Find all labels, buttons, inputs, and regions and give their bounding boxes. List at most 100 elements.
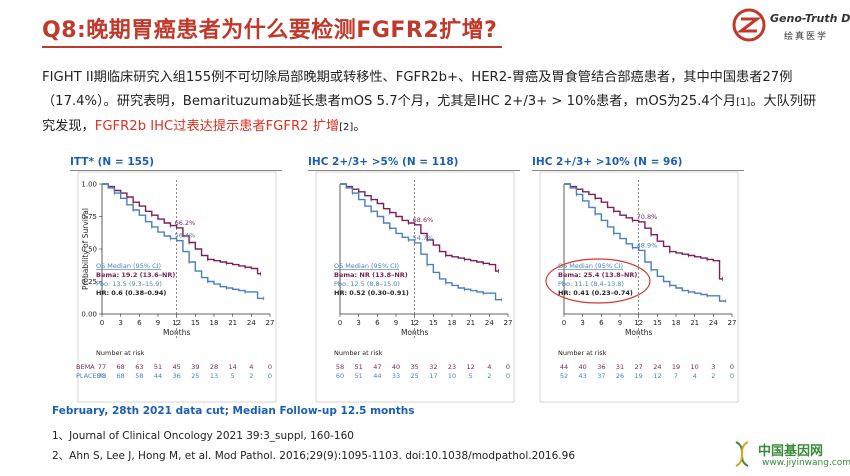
risk-count: 35	[411, 363, 419, 371]
risk-count: 68	[117, 372, 125, 380]
panel-title: ITT* (N = 155)	[70, 156, 155, 168]
logo-subtext: 绘真医学	[784, 32, 829, 42]
x-tick-label: 3	[580, 319, 584, 327]
x-tick-label: 18	[672, 319, 681, 327]
risk-count: 44	[560, 363, 568, 371]
y-tick-label: 0.00	[81, 311, 97, 319]
y-tick-label: 1.00	[81, 181, 97, 189]
legend-heading: OS Median (95% CI)	[558, 262, 623, 270]
highlight-text: FGFR2b IHC过表达提示患者FGFR2 扩增	[94, 119, 340, 134]
company-logo: Geno-Truth Dx. 绘真医学	[732, 8, 850, 48]
panel-title: IHC 2+/3+ >5% (N = 118)	[308, 156, 459, 168]
risk-count: 63	[135, 363, 143, 371]
x-tick-label: 24	[247, 319, 256, 327]
risk-count: 44	[373, 372, 381, 380]
x-tick-label: 27	[728, 319, 737, 327]
x-tick-label: 27	[266, 319, 275, 327]
risk-count: 25	[191, 372, 199, 380]
reference-list: 1、Journal of Clinical Oncology 2021 39:3…	[52, 426, 575, 466]
x-tick-label: 0	[100, 319, 104, 327]
dna-icon	[735, 441, 749, 467]
landmark-value-bema: 68.6%	[413, 216, 434, 224]
legend-hr: HR: 0.41 (0.23–0.74)	[558, 289, 633, 297]
risk-count: 10	[448, 372, 456, 380]
risk-count: 7	[674, 372, 678, 380]
km-curve-placebo	[564, 183, 726, 302]
risk-count: 45	[173, 363, 181, 371]
risk-count: 51	[154, 363, 162, 371]
panel-title-rule	[308, 170, 520, 171]
summary-paragraph: FIGHT II期临床研究入组155例不可切除局部晚期或转移性、FGFR2b+、…	[42, 66, 817, 140]
landmark-value-placebo: 54.7%	[413, 234, 434, 242]
legend-placebo: Pbo: 11.1 (8.4–13.8)	[558, 280, 624, 288]
panel-title: IHC 2+/3+ >10% (N = 96)	[532, 156, 683, 168]
y-tick-label: 0.25	[81, 278, 97, 286]
logo-icon	[732, 8, 766, 42]
risk-count: 0	[730, 372, 734, 380]
km-panel-itt: ITT* (N = 155) 0.00 0.25 0.50 0.75 1.00 Proba…	[70, 152, 282, 403]
risk-count: 2	[487, 372, 491, 380]
risk-count: 39	[191, 363, 199, 371]
km-curve-bema	[102, 183, 261, 275]
legend-placebo: Pbo: 13.5 (9.3–15.9)	[96, 280, 162, 288]
legend-placebo: Pbo: 12.5 (8.8–15.0)	[334, 280, 400, 288]
risk-row-label: PLACEBO	[76, 372, 106, 380]
risk-count: 4	[249, 363, 253, 371]
risk-count: 0	[730, 363, 734, 371]
x-tick-label: 3	[118, 319, 122, 327]
legend-hr: HR: 0.52 (0.30–0.91)	[334, 289, 409, 297]
risk-count: 31	[616, 363, 624, 371]
x-tick-label: 0	[562, 319, 566, 327]
legend-heading: OS Median (95% CI)	[96, 262, 161, 270]
km-curve-bema	[564, 183, 723, 280]
x-tick-label: 24	[485, 319, 494, 327]
landmark-value-placebo: 48.9%	[637, 241, 658, 249]
risk-count: 17	[429, 372, 437, 380]
reference-marker-2: [2]	[339, 122, 354, 133]
risk-count: 23	[448, 363, 456, 371]
risk-count: 5	[469, 372, 473, 380]
risk-count: 32	[429, 363, 437, 371]
x-tick-label: 9	[156, 319, 160, 327]
risk-count: 3	[711, 363, 715, 371]
km-chart: 0.00 0.25 0.50 0.75 1.00 Probability of Survi…	[76, 171, 277, 403]
risk-count: 19	[635, 372, 643, 380]
legend-bema: Bema: NR (13.8–NR)	[334, 271, 408, 279]
risk-count: 51	[355, 363, 363, 371]
risk-table-title: Number at risk	[96, 349, 145, 357]
watermark-url: www.jiyinwang.com	[762, 458, 850, 468]
risk-count: 24	[653, 363, 661, 371]
risk-count: 58	[336, 363, 344, 371]
risk-count: 27	[635, 363, 643, 371]
risk-count: 4	[487, 363, 491, 371]
x-tick-label: 21	[228, 319, 237, 327]
risk-row-label: BEMA	[76, 363, 95, 371]
km-panel-ihc-10: IHC 2+/3+ >10% (N = 96) 0 3 6 9 12 15 18 21 24 27…	[532, 152, 744, 403]
risk-count: 10	[691, 363, 699, 371]
panel-frame	[77, 171, 277, 403]
km-panel-ihc-5: IHC 2+/3+ >5% (N = 118) 0 3 6 9 12 15 18 21 24 27…	[308, 152, 520, 403]
landmark-value-bema: 70.8%	[637, 213, 658, 221]
summary-part-2: 。大队列研究发现，	[42, 94, 817, 134]
reference-item: 1、Journal of Clinical Oncology 2021 39:3…	[52, 430, 354, 442]
risk-count: 5	[231, 372, 235, 380]
km-curve-bema	[340, 183, 499, 272]
risk-count: 26	[616, 372, 624, 380]
landmark-value-bema: 66.2%	[175, 219, 196, 227]
risk-count: 77	[98, 363, 106, 371]
legend-heading: OS Median (95% CI)	[334, 262, 399, 270]
risk-count: 0	[268, 372, 272, 380]
risk-count: 40	[579, 363, 587, 371]
risk-count: 44	[154, 372, 162, 380]
x-tick-label: 6	[599, 319, 604, 327]
risk-count: 13	[210, 372, 218, 380]
watermark: 中国基因网 www.jiyinwang.com	[728, 438, 850, 472]
risk-count: 33	[392, 372, 400, 380]
y-axis-label: Probability of Survival	[81, 208, 90, 290]
data-cut-note: February, 28th 2021 data cut; Median Fol…	[52, 405, 415, 417]
x-tick-label: 15	[653, 319, 662, 327]
reference-marker-1: [1]	[736, 97, 751, 108]
risk-count: 0	[506, 363, 510, 371]
risk-count: 68	[117, 363, 125, 371]
